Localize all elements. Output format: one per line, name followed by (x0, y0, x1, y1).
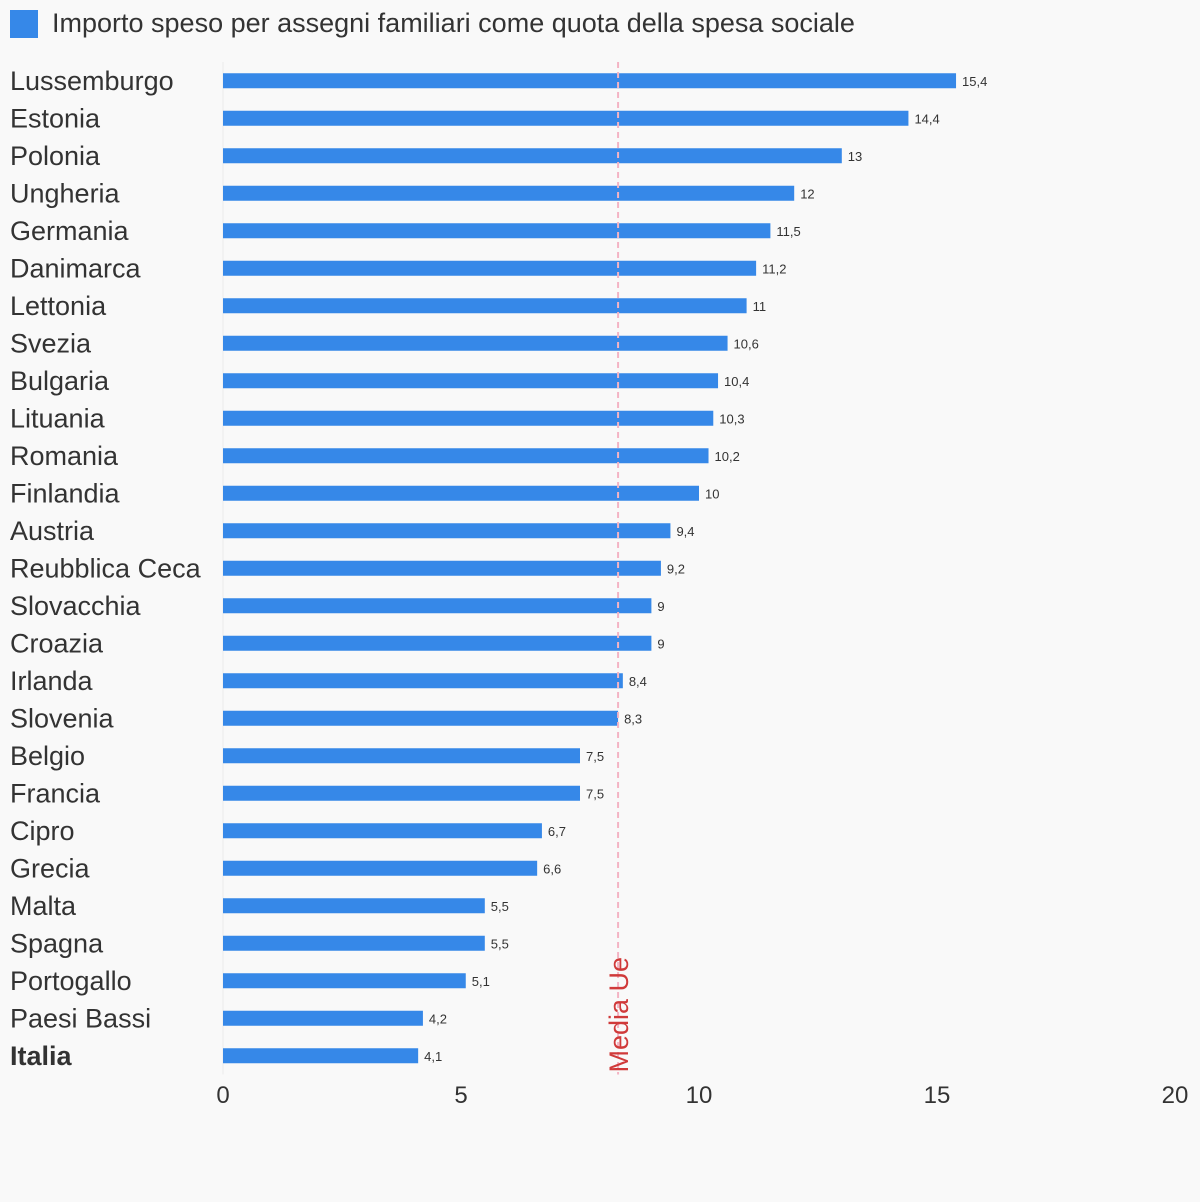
legend: Importo speso per assegni familiari come… (10, 8, 855, 39)
data-label: 8,4 (629, 674, 647, 689)
data-label: 5,1 (472, 974, 490, 989)
bar (223, 298, 747, 314)
data-label: 11 (753, 299, 767, 314)
data-label: 7,5 (586, 749, 604, 764)
data-label: 6,7 (548, 824, 566, 839)
category-label: Svezia (10, 328, 92, 358)
data-label: 4,1 (424, 1049, 442, 1064)
category-label: Bulgaria (10, 366, 110, 396)
bar (223, 935, 485, 951)
bar (223, 448, 709, 464)
bar (223, 860, 538, 876)
data-label: 14,4 (914, 111, 939, 126)
category-label: Ungheria (10, 178, 121, 208)
data-label: 10 (705, 486, 719, 501)
category-label: Grecia (10, 853, 91, 883)
data-label: 10,6 (734, 336, 759, 351)
data-label: 13 (848, 149, 862, 164)
data-label: 9 (657, 636, 664, 651)
category-label: Lettonia (10, 291, 107, 321)
x-tick-label: 0 (216, 1082, 229, 1109)
category-label: Irlanda (10, 666, 94, 696)
category-label: Polonia (10, 141, 101, 171)
category-label: Lussemburgo (10, 66, 174, 96)
bar (223, 748, 580, 764)
category-label: Belgio (10, 741, 85, 771)
bar (223, 823, 542, 839)
bar (223, 410, 714, 426)
data-label: 9,4 (676, 524, 694, 539)
category-label: Paesi Bassi (10, 1003, 151, 1033)
bar (223, 560, 661, 576)
category-label: Slovacchia (10, 591, 142, 621)
category-label: Slovenia (10, 703, 115, 733)
bar (223, 335, 728, 351)
x-tick-label: 20 (1162, 1082, 1189, 1109)
bar (223, 373, 719, 389)
bar (223, 110, 909, 126)
reference-line-label: Media Ue (604, 957, 634, 1073)
data-label: 12 (800, 186, 814, 201)
bar (223, 1048, 419, 1064)
data-label: 10,2 (715, 449, 740, 464)
bar (223, 673, 623, 689)
category-label: Danimarca (10, 253, 142, 283)
bar (223, 485, 699, 501)
x-tick-label: 10 (686, 1082, 713, 1109)
bar (223, 635, 652, 651)
category-label: Francia (10, 778, 101, 808)
category-label: Italia (10, 1041, 73, 1071)
category-label: Spagna (10, 928, 104, 958)
data-label: 15,4 (962, 74, 987, 89)
data-label: 11,2 (762, 261, 786, 276)
bar (223, 223, 771, 239)
data-label: 7,5 (586, 786, 604, 801)
bar (223, 785, 580, 801)
data-label: 10,4 (724, 374, 749, 389)
x-tick-label: 5 (454, 1082, 467, 1109)
category-label: Austria (10, 516, 95, 546)
data-label: 8,3 (624, 711, 642, 726)
legend-label: Importo speso per assegni familiari come… (52, 8, 855, 38)
bar (223, 148, 842, 164)
bar (223, 523, 671, 539)
category-label: Cipro (10, 816, 75, 846)
category-label: Malta (10, 891, 77, 921)
category-label: Reubblica Ceca (10, 553, 202, 583)
data-label: 9 (657, 599, 664, 614)
category-label: Croazia (10, 628, 104, 658)
bar (223, 1010, 423, 1026)
category-label: Germania (10, 216, 130, 246)
category-label: Finlandia (10, 478, 121, 508)
bar (223, 598, 652, 614)
data-label: 11,5 (776, 224, 800, 239)
bar (223, 185, 795, 201)
bar (223, 260, 757, 276)
category-label: Lituania (10, 403, 106, 433)
bar (223, 973, 466, 989)
x-tick-label: 15 (924, 1082, 951, 1109)
legend-swatch (10, 9, 38, 38)
data-label: 9,2 (667, 561, 685, 576)
bar (223, 898, 485, 914)
bar (223, 73, 957, 89)
bar (223, 710, 619, 726)
data-label: 5,5 (491, 936, 509, 951)
data-label: 4,2 (429, 1011, 447, 1026)
category-label: Estonia (10, 103, 101, 133)
data-label: 6,6 (543, 861, 561, 876)
data-label: 10,3 (719, 411, 744, 426)
data-label: 5,5 (491, 899, 509, 914)
category-label: Portogallo (10, 966, 132, 996)
category-label: Romania (10, 441, 119, 471)
